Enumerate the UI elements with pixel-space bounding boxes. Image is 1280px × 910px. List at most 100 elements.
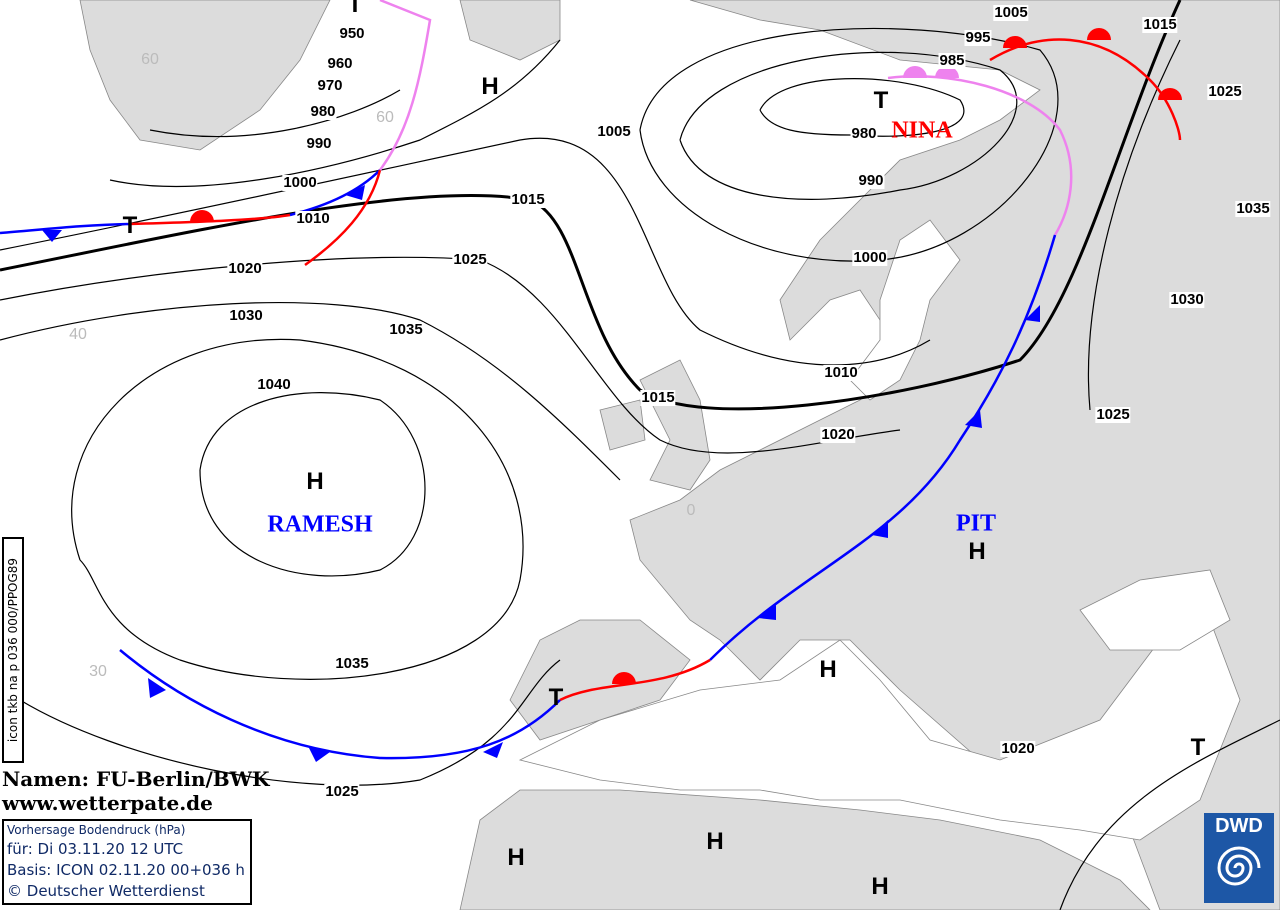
iberia bbox=[509, 619, 691, 741]
isobar-label: 950 bbox=[338, 25, 366, 42]
warm-front-atlantic bbox=[129, 213, 291, 226]
isobar-label: 1030 bbox=[1169, 291, 1205, 308]
isobar-label: 990 bbox=[305, 135, 333, 152]
dwd-logo: DWD bbox=[1204, 813, 1274, 903]
low-center: T bbox=[873, 87, 889, 114]
isobar-label: 970 bbox=[316, 77, 344, 94]
isobar-label: 1025 bbox=[1207, 83, 1243, 100]
high-center: H bbox=[968, 538, 986, 565]
low-center: T bbox=[347, 0, 363, 18]
credits: Namen: FU-Berlin/BWK www.wetterpate.de bbox=[2, 767, 270, 815]
grid-label: 30 bbox=[89, 663, 107, 680]
isobar-label: 1020 bbox=[1000, 740, 1036, 757]
isobar-label: 990 bbox=[857, 172, 885, 189]
baltic-sea bbox=[849, 219, 961, 401]
cold-front-symbol bbox=[148, 678, 166, 698]
high-name-pit: PIT bbox=[955, 510, 997, 537]
high-center: H bbox=[819, 656, 837, 683]
high-center: H bbox=[507, 844, 525, 871]
africa bbox=[459, 789, 1151, 910]
warm-front-nina bbox=[989, 38, 1182, 141]
grid-label: 0 bbox=[686, 502, 696, 519]
high-center: H bbox=[706, 828, 724, 855]
isobar-label: 1020 bbox=[820, 426, 856, 443]
high-center: H bbox=[871, 873, 889, 900]
grid-label: 40 bbox=[69, 326, 87, 343]
occlusion-symbol bbox=[935, 66, 959, 78]
model-basis: Basis: ICON 02.11.20 00+036 h bbox=[7, 861, 245, 879]
warm-front-symbol bbox=[612, 672, 636, 684]
low-name-nina: NINA bbox=[891, 117, 953, 144]
isobar-label: 1010 bbox=[295, 210, 331, 227]
cold-front-symbol bbox=[42, 230, 62, 242]
names-credit: Namen: FU-Berlin/BWK bbox=[2, 767, 270, 791]
isobar-label: 1035 bbox=[1235, 200, 1271, 217]
black-sea bbox=[1079, 569, 1231, 651]
isobar-label: 1015 bbox=[1142, 16, 1178, 33]
cold-front-symbol bbox=[965, 410, 982, 428]
greenland bbox=[79, 0, 331, 151]
cold-front-iberia bbox=[119, 649, 561, 760]
cold-front-symbol bbox=[308, 746, 330, 762]
occlusion-symbol bbox=[903, 66, 927, 78]
isobar-label: 1015 bbox=[640, 389, 676, 406]
isobar-label: 960 bbox=[326, 55, 354, 72]
isobar-label: 1025 bbox=[1095, 406, 1131, 423]
isobar-label: 1020 bbox=[227, 260, 263, 277]
grid-label: 60 bbox=[141, 51, 159, 68]
dwd-logo-text: DWD bbox=[1215, 815, 1263, 837]
valid-time: für: Di 03.11.20 12 UTC bbox=[7, 840, 184, 858]
isobar-label: 980 bbox=[850, 125, 878, 142]
product-code: icon tkb na p 036 000/PPOG89 bbox=[6, 557, 20, 743]
front-symbols bbox=[42, 28, 1182, 762]
warm-front-north bbox=[304, 169, 382, 267]
swirl-icon bbox=[1217, 846, 1261, 886]
isobar-label: 1010 bbox=[823, 364, 859, 381]
mediterranean bbox=[518, 619, 1241, 841]
warm-front-symbol bbox=[1158, 88, 1182, 100]
isobar-label: 1025 bbox=[324, 783, 360, 800]
cold-front-symbol bbox=[872, 520, 888, 538]
product-code-box: icon tkb na p 036 000/PPOG89 bbox=[2, 537, 24, 763]
copyright: © Deutscher Wetterdienst bbox=[7, 882, 205, 900]
cold-front-atlantic bbox=[0, 222, 131, 235]
isobar-label: 1015 bbox=[510, 191, 546, 208]
isobar-label: 1000 bbox=[852, 249, 888, 266]
isobar-label: 1025 bbox=[452, 251, 488, 268]
iceland bbox=[459, 0, 561, 61]
isobar-label: 1005 bbox=[596, 123, 632, 140]
isobar-label: 995 bbox=[964, 29, 992, 46]
cold-front-symbol bbox=[483, 742, 503, 758]
website-link[interactable]: www.wetterpate.de bbox=[2, 791, 213, 815]
isobar-label: 1035 bbox=[334, 655, 370, 672]
forecast-title: Vorhersage Bodendruck (hPa) bbox=[7, 823, 186, 837]
isobar-label: 1005 bbox=[993, 4, 1029, 21]
isobar-label: 1035 bbox=[388, 321, 424, 338]
cold-front-pit bbox=[709, 234, 1057, 661]
high-name-ramesh: RAMESH bbox=[267, 511, 373, 538]
cold-front-symbol bbox=[758, 605, 776, 620]
occlusion-north bbox=[378, 0, 432, 171]
low-center: T bbox=[548, 684, 564, 711]
warm-front-symbol bbox=[1087, 28, 1111, 40]
isobar-label: 1000 bbox=[282, 174, 318, 191]
isobar-label: 1030 bbox=[228, 307, 264, 324]
cold-front-symbol bbox=[345, 185, 365, 200]
isobar-label: 980 bbox=[309, 103, 337, 120]
low-center: T bbox=[1190, 734, 1206, 761]
isobar-label: 1040 bbox=[256, 376, 292, 393]
forecast-info-box: Vorhersage Bodendruck (hPa) für: Di 03.1… bbox=[2, 819, 252, 905]
britain bbox=[639, 359, 711, 491]
cold-front-symbol bbox=[1025, 305, 1040, 322]
warm-front-symbol bbox=[1003, 36, 1027, 48]
ireland bbox=[599, 399, 646, 451]
land bbox=[79, 0, 1280, 910]
high-center: H bbox=[481, 73, 499, 100]
grid-label: 60 bbox=[376, 109, 394, 126]
high-center: H bbox=[306, 468, 324, 495]
isobar-label: 985 bbox=[938, 52, 966, 69]
warm-front-symbol bbox=[190, 210, 214, 222]
